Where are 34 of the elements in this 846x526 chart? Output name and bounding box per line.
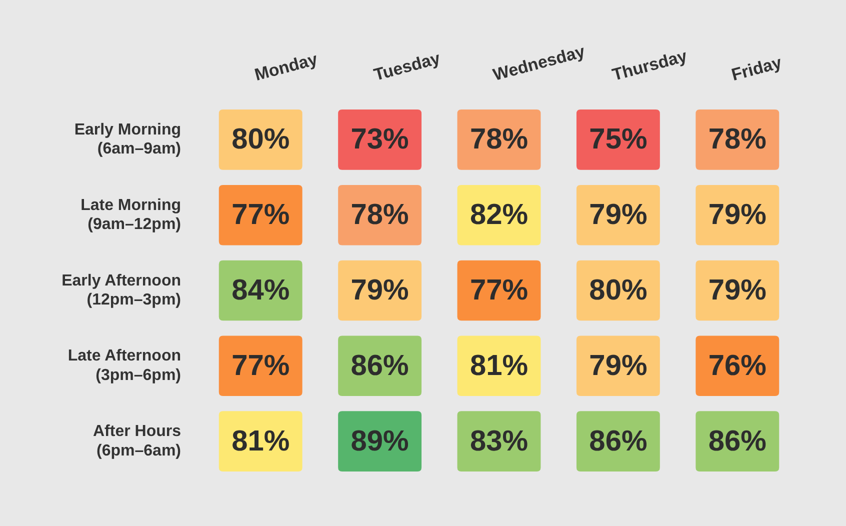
data-label: 79%	[589, 199, 648, 232]
data-label: 79%	[708, 274, 767, 306]
y-tick-label: Late Morning (9am–12pm)	[80, 196, 181, 234]
data-label: 78%	[470, 124, 528, 156]
y-tick-label: Late Afternoon (3pm–6pm)	[68, 348, 181, 384]
data-label: 86%	[589, 425, 648, 458]
data-label: 79%	[350, 274, 410, 306]
data-label: 86%	[708, 425, 767, 458]
data-label: 77%	[470, 274, 528, 306]
data-label: 77%	[232, 350, 290, 382]
x-tick-label: Tuesday	[372, 48, 443, 85]
data-label: 79%	[708, 199, 767, 232]
data-label: 82%	[470, 199, 528, 232]
data-label: 76%	[708, 350, 767, 382]
y-tick-label: Early Afternoon (12pm–3pm)	[62, 272, 181, 309]
data-label: 80%	[232, 124, 290, 156]
x-tick-label: Monday	[252, 49, 320, 85]
x-tick-label: Thursday	[610, 46, 690, 85]
data-label: 81%	[232, 425, 290, 458]
data-label: 89%	[350, 425, 410, 458]
data-label: 78%	[708, 124, 767, 156]
y-tick-label: Early Morning (6am–9am)	[74, 122, 181, 158]
data-label: 83%	[470, 425, 528, 458]
data-label: 80%	[589, 274, 648, 306]
data-label: 75%	[589, 124, 648, 156]
data-label: 77%	[232, 199, 290, 232]
x-tick-label: Friday	[729, 52, 784, 85]
data-label: 79%	[589, 350, 648, 382]
y-tick-label: After Hours (6pm–6am)	[92, 423, 182, 460]
data-label: 86%	[350, 350, 410, 382]
data-label: 81%	[470, 350, 528, 382]
data-label: 73%	[350, 124, 410, 156]
data-label: 78%	[350, 199, 410, 232]
data-label: 84%	[232, 274, 290, 306]
